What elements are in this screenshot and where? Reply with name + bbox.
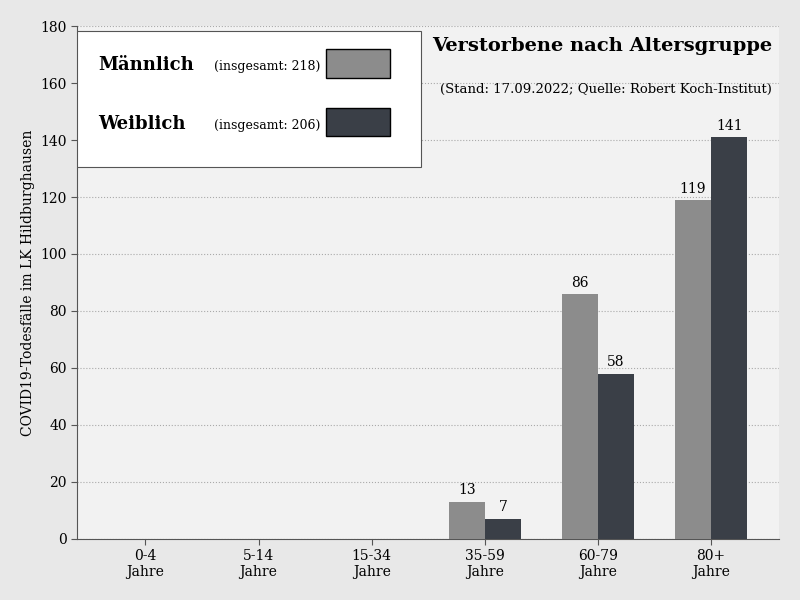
Text: Verstorbene nach Altersgruppe: Verstorbene nach Altersgruppe bbox=[432, 37, 772, 55]
FancyBboxPatch shape bbox=[326, 49, 390, 77]
FancyBboxPatch shape bbox=[326, 108, 390, 136]
Text: (insgesamt: 206): (insgesamt: 206) bbox=[214, 119, 321, 131]
Text: Weiblich: Weiblich bbox=[98, 115, 186, 133]
Bar bbox=[485, 518, 521, 539]
Text: Männlich: Männlich bbox=[98, 56, 194, 74]
Text: 13: 13 bbox=[458, 483, 475, 497]
Text: 141: 141 bbox=[716, 119, 742, 133]
FancyBboxPatch shape bbox=[78, 31, 422, 167]
Bar bbox=[449, 502, 485, 539]
Bar bbox=[598, 374, 634, 539]
Bar bbox=[711, 137, 747, 539]
Bar bbox=[675, 200, 711, 539]
Text: 7: 7 bbox=[498, 500, 507, 514]
Text: 119: 119 bbox=[680, 182, 706, 196]
Text: (Stand: 17.09.2022; Quelle: Robert Koch-Institut): (Stand: 17.09.2022; Quelle: Robert Koch-… bbox=[440, 83, 772, 95]
Y-axis label: COVID19-Todesfälle im LK Hildburghausen: COVID19-Todesfälle im LK Hildburghausen bbox=[21, 129, 35, 436]
Text: 86: 86 bbox=[571, 275, 589, 290]
Text: 58: 58 bbox=[607, 355, 625, 369]
Bar bbox=[562, 294, 598, 539]
Text: (insgesamt: 218): (insgesamt: 218) bbox=[214, 60, 321, 73]
